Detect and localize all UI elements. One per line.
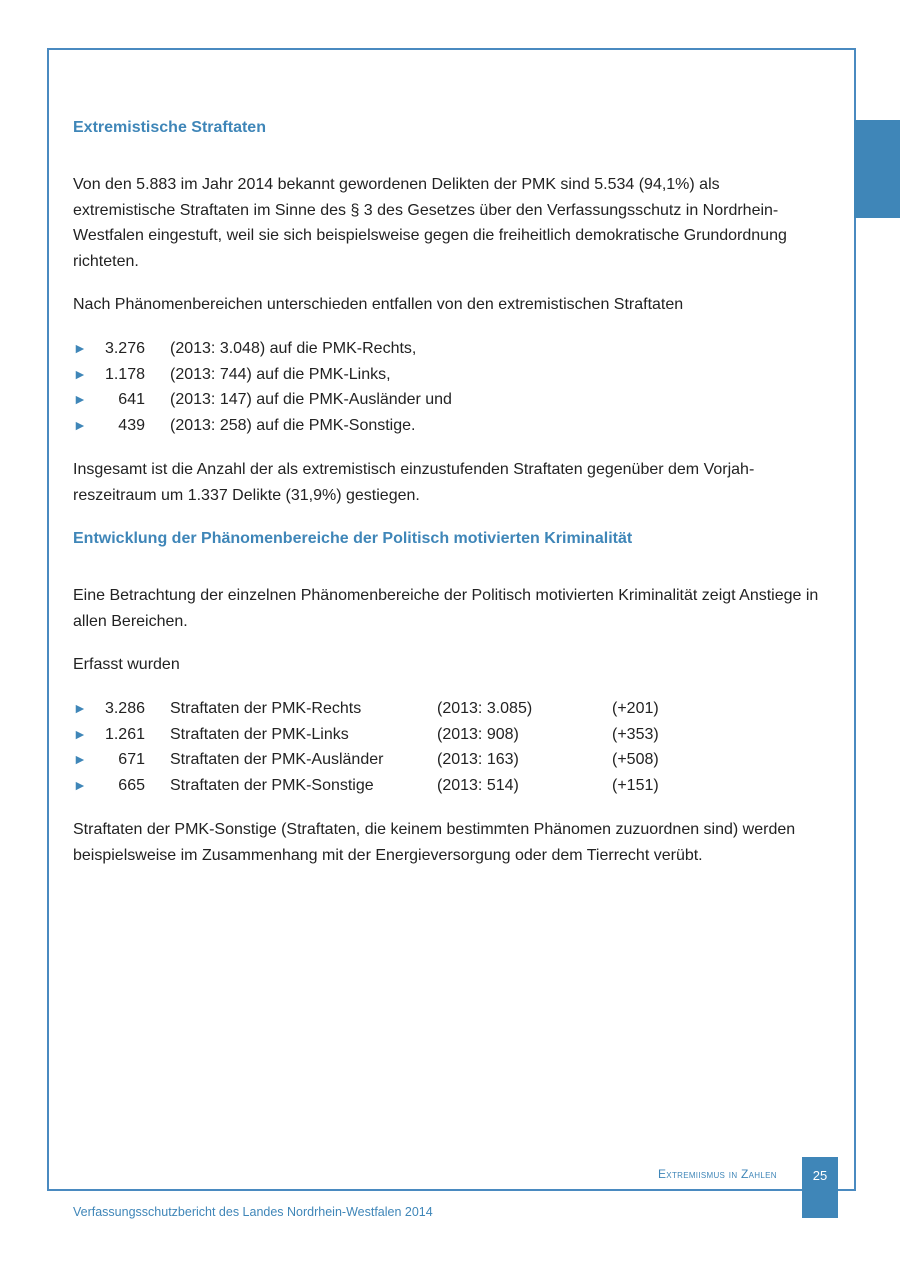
triangle-right-icon: ► xyxy=(73,391,87,407)
paragraph: Erfasst wurden xyxy=(73,656,180,673)
chapter-tab xyxy=(854,120,900,218)
bullet-list: ► 3.276 (2013: 3.048) auf die PMK-Rechts, … xyxy=(73,336,452,438)
triangle-right-icon: ► xyxy=(73,725,87,742)
list-item: ► 665 Straftaten der PMK-Sonstige (2013: 51… xyxy=(73,773,659,799)
paragraph: Insgesamt ist die Anzahl der als extremi… xyxy=(73,461,755,504)
triangle-right-icon: ► xyxy=(73,700,87,716)
triangle-right-icon: ► xyxy=(73,340,87,356)
list-item: ► 1.261 Straftaten der PMK-Links (2013: 908… xyxy=(73,722,659,748)
list-item: ► 439 (2013: 258) auf die PMK-Sonstige. xyxy=(73,413,452,439)
paragraph: Von den 5.883 im Jahr 2014 bekannt gewor… xyxy=(73,176,787,270)
section-heading: Entwicklung der Phänomenbereiche der Pol… xyxy=(73,530,633,547)
footer-section-title: Extremiismus in Zahlen xyxy=(658,1167,777,1181)
statistics-list: ► 3.286 Straftaten der PMK-Rechts (2013: 3.… xyxy=(73,696,659,798)
paragraph: Straftaten der PMK-Sonstige (Straftaten,… xyxy=(73,821,796,864)
triangle-right-icon: ► xyxy=(73,416,87,433)
page-frame xyxy=(47,48,856,1191)
paragraph: Eine Betrachtung der einzelnen Phänomenb… xyxy=(73,587,819,630)
list-item: ► 3.276 (2013: 3.048) auf die PMK-Rechts, xyxy=(73,336,452,362)
paragraph: Nach Phänomenbereichen unterschieden ent… xyxy=(73,296,684,313)
list-item: ► 641 (2013: 147) auf die PMK-Ausländer un… xyxy=(73,387,452,413)
list-item: ► 1.178 (2013: 744) auf die PMK-Links, xyxy=(73,362,452,388)
section-heading: Extremistische Straftaten xyxy=(73,119,266,136)
footer-publication: Verfassungsschutzbericht des Landes Nord… xyxy=(73,1205,433,1219)
page-number: 25 xyxy=(802,1157,838,1218)
triangle-right-icon: ► xyxy=(73,776,87,793)
triangle-right-icon: ► xyxy=(73,751,87,767)
list-item: ► 671 Straftaten der PMK-Ausländer (2013: 1… xyxy=(73,747,659,773)
triangle-right-icon: ► xyxy=(73,365,87,382)
list-item: ► 3.286 Straftaten der PMK-Rechts (2013: 3.… xyxy=(73,696,659,722)
